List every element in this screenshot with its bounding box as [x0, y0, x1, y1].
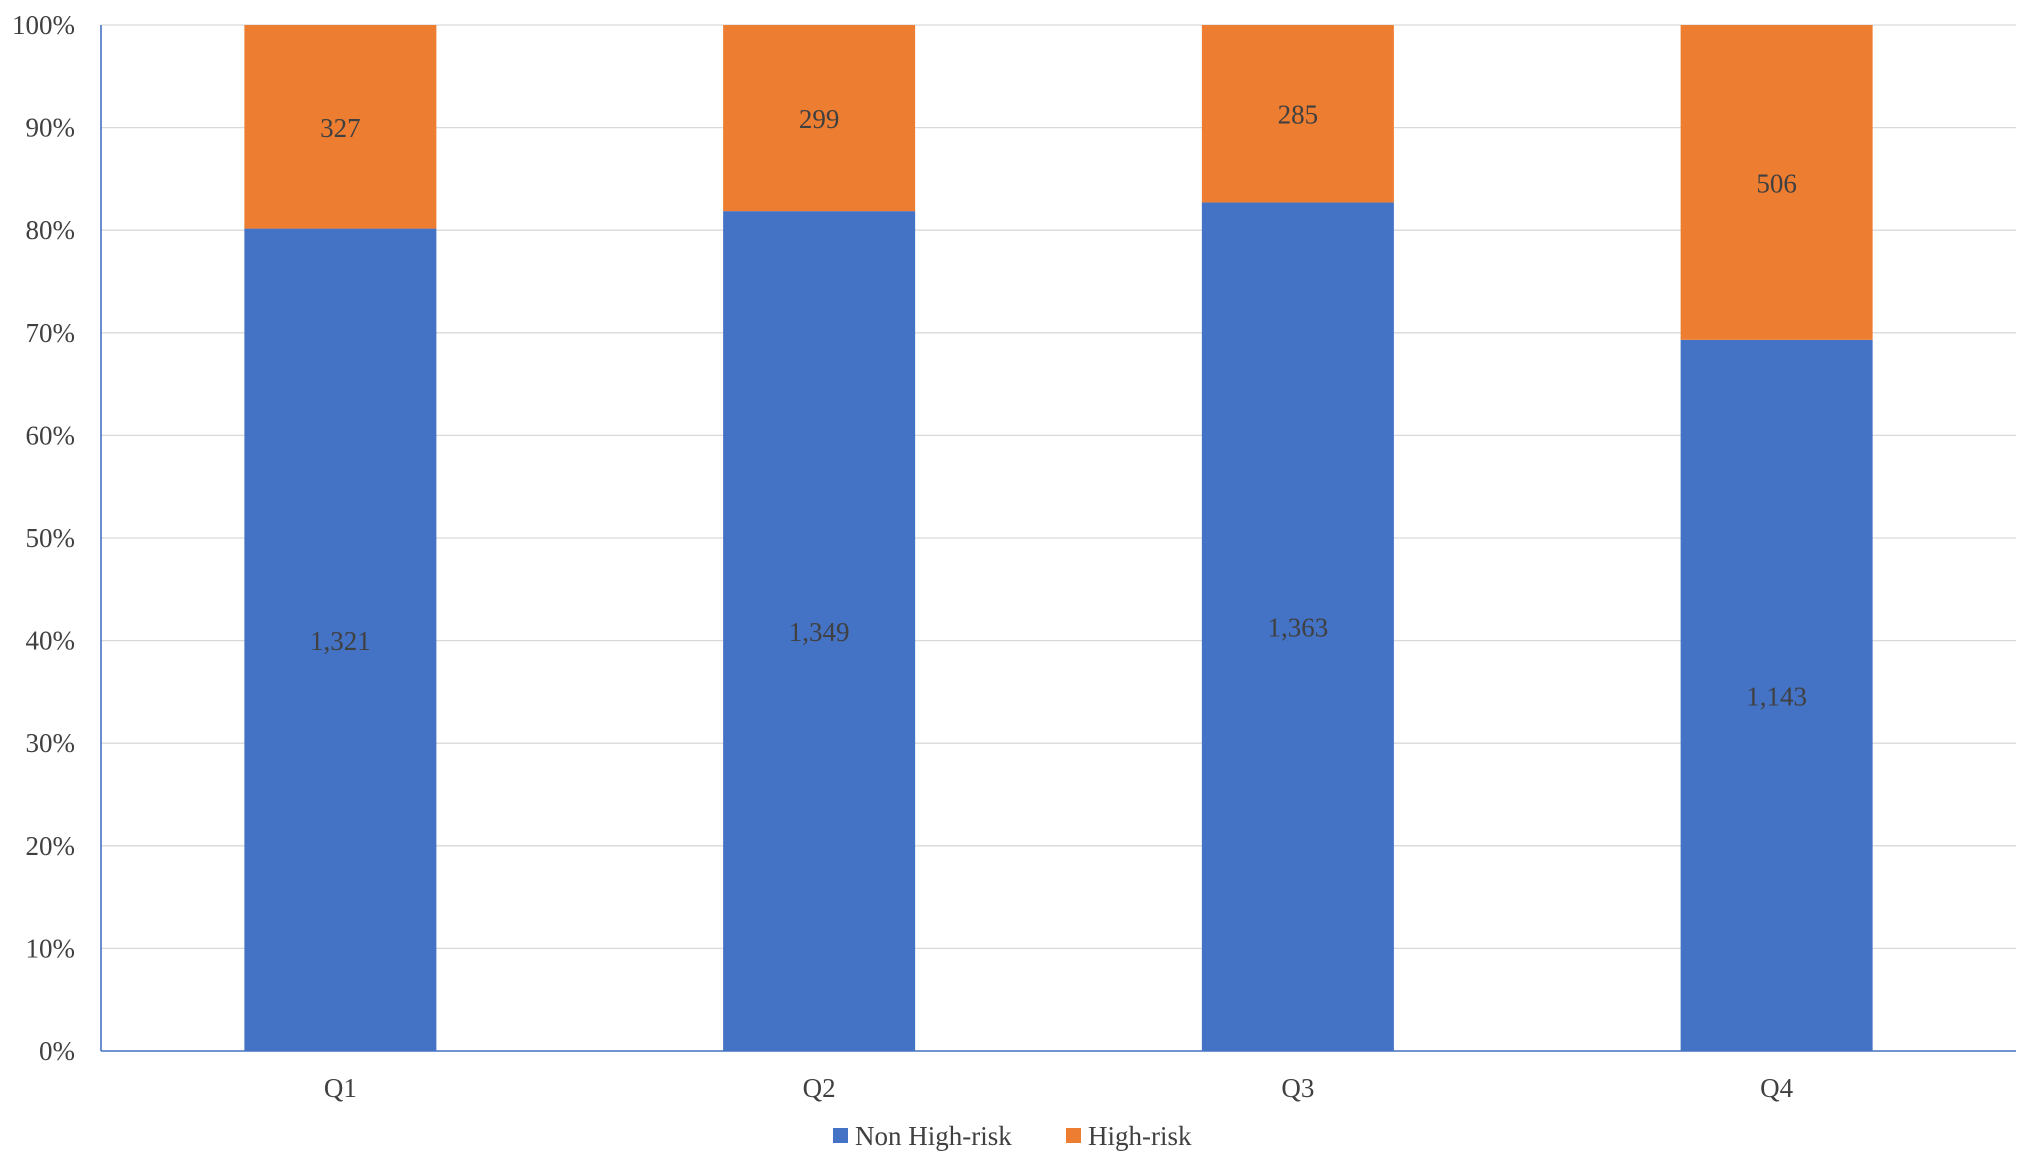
legend: Non High-risk High-risk — [833, 1121, 1192, 1151]
y-tick-label: 50% — [26, 523, 76, 553]
x-tick-label: Q4 — [1760, 1073, 1793, 1103]
bar-segment-q1-high-risk — [244, 25, 437, 229]
legend-swatch — [1066, 1128, 1081, 1143]
data-label: 1,143 — [1746, 681, 1807, 711]
x-tick-label: Q1 — [324, 1073, 357, 1103]
data-label: 1,349 — [789, 617, 850, 647]
y-axis-tick-labels: 0% 10% 20% 30% 40% 50% 60% 70% 80% 90% 100% — [12, 10, 75, 1066]
data-label: 506 — [1756, 168, 1797, 198]
y-tick-label: 80% — [26, 215, 76, 245]
legend-label: Non High-risk — [855, 1121, 1012, 1151]
x-tick-label: Q2 — [803, 1073, 836, 1103]
data-label: 1,363 — [1268, 613, 1329, 643]
bar-segment-q2-high-risk — [723, 25, 916, 212]
y-tick-label: 10% — [26, 933, 76, 963]
data-label: 327 — [320, 113, 361, 143]
bar-segment-q4-non-high-risk — [1680, 339, 1873, 1051]
data-label: 299 — [799, 104, 840, 134]
y-tick-label: 20% — [26, 831, 76, 861]
bar-segment-q3-high-risk — [1201, 25, 1394, 203]
x-axis-tick-labels: Q1 Q2 Q3 Q4 — [324, 1073, 1794, 1103]
y-tick-label: 70% — [26, 318, 76, 348]
y-tick-label: 30% — [26, 728, 76, 758]
bar-segment-q1-non-high-risk — [244, 228, 437, 1052]
bar-segment-q2-non-high-risk — [723, 211, 916, 1051]
x-tick-label: Q3 — [1281, 1073, 1314, 1103]
y-tick-label: 90% — [26, 113, 76, 143]
legend-label: High-risk — [1088, 1121, 1192, 1151]
legend-swatch — [833, 1128, 848, 1143]
y-tick-label: 100% — [12, 10, 75, 40]
bars — [244, 25, 1873, 1052]
y-tick-label: 60% — [26, 420, 76, 450]
y-tick-label: 40% — [26, 626, 76, 656]
data-label: 285 — [1278, 100, 1319, 130]
data-label: 1,321 — [310, 626, 371, 656]
y-tick-label: 0% — [39, 1036, 75, 1066]
bar-segment-q4-high-risk — [1680, 25, 1873, 340]
bar-segment-q3-non-high-risk — [1201, 202, 1394, 1052]
data-labels: 1,321 327 1,349 299 1,363 285 1,143 506 — [310, 100, 1807, 712]
